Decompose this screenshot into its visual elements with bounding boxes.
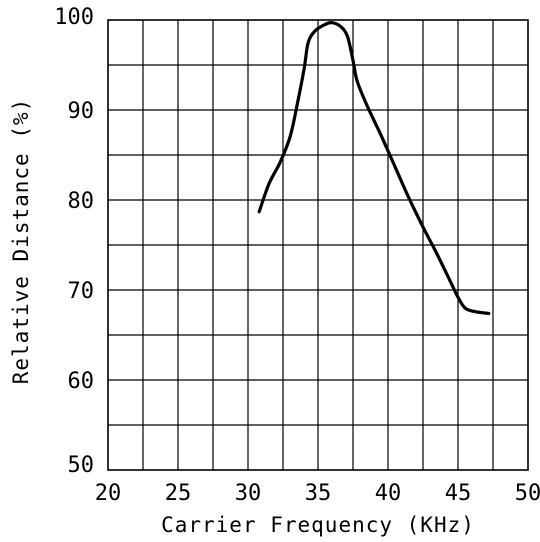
y-tick-label: 60 — [68, 369, 95, 394]
y-tick-label: 90 — [68, 99, 95, 124]
y-tick-label: 70 — [68, 279, 95, 304]
y-tick-label: 50 — [68, 453, 95, 478]
y-tick-labels: 50 60 70 80 90 100 — [54, 5, 94, 478]
x-tick-labels: 20 25 30 35 40 45 50 — [95, 481, 540, 506]
plot-frame — [107, 19, 529, 471]
x-axis-label: Carrier Frequency (KHz) — [161, 513, 475, 537]
x-tick-label: 20 — [95, 481, 122, 506]
series-line — [257, 21, 491, 315]
grid — [108, 20, 528, 470]
y-tick-label: 80 — [68, 189, 95, 214]
y-axis-label: Relative Distance (%) — [9, 98, 33, 385]
y-tick-label: 100 — [54, 5, 94, 30]
x-tick-label: 25 — [165, 481, 192, 506]
x-tick-label: 35 — [305, 481, 332, 506]
x-tick-label: 45 — [445, 481, 472, 506]
x-tick-label: 40 — [375, 481, 402, 506]
x-tick-label: 50 — [515, 481, 540, 506]
x-tick-label: 30 — [235, 481, 262, 506]
